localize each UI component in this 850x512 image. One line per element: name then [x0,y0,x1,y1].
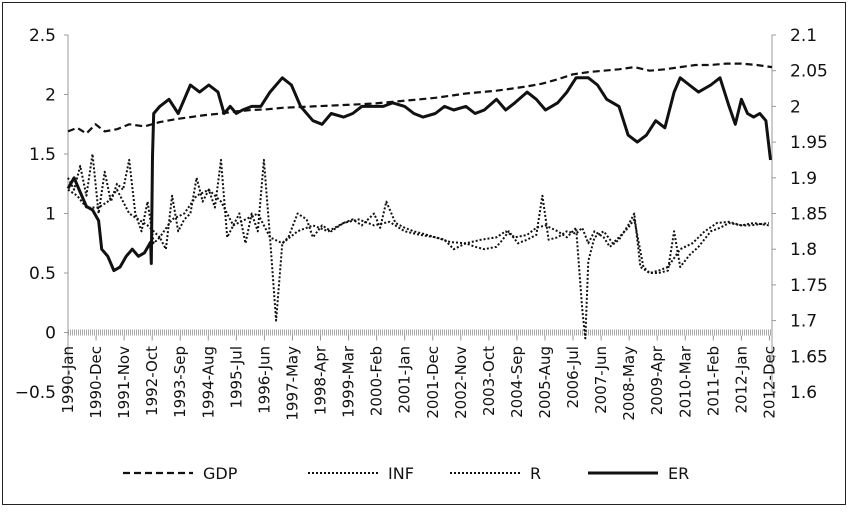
x-tick-label: 1998-Apr [312,345,330,415]
right-tick-label: 1.75 [790,276,828,296]
legend-label-r: R [530,464,541,483]
x-tick-label: 1991-Nov [115,346,133,419]
x-tick-label: 1993-Sep [171,346,189,418]
x-tick-label: 2001-Dec [424,346,442,419]
series-group [66,62,773,340]
x-tick-label: 2004-Sep [508,346,526,418]
right-axis-ticks: 1.6 1.65 1.7 1.75 1.8 1.85 1.9 1.95 2 2.05 2.1 [772,26,828,403]
chart-frame: −0.5 0 0.5 1 1.5 2 2.5 1.6 1.65 1.7 1.75 1.8 1.85 1.… [2,2,846,505]
legend-label-er: ER [668,464,689,483]
legend-label-gdp: GDP [203,464,238,483]
x-tick-label: 2010-Mar [676,345,694,418]
axes-group [67,35,773,392]
right-tick-label: 1.85 [790,205,828,225]
x-tick-label: 2006-Jul [564,346,582,409]
legend-label-inf: INF [388,464,414,483]
series-line-r [67,188,770,340]
x-tick-label: 1999-Mar [340,345,358,418]
right-tick-label: 1.8 [790,240,817,260]
x-axis-ticks: 1990-Jan 1990-Dec 1991-Nov 1992-Oct 1993-Sep… [59,335,778,421]
right-tick-label: 1.95 [790,133,828,153]
left-tick-label: 1 [45,205,56,225]
left-tick-label: 2 [45,86,56,106]
x-tick-label: 2002-Nov [452,346,470,419]
left-tick-label: 2.5 [29,26,56,46]
right-tick-label: 1.7 [790,312,817,332]
right-tick-label: 1.65 [790,347,828,367]
x-tick-label: 2012-Jan [732,346,750,414]
x-tick-label: 1990-Dec [87,346,105,419]
left-tick-label: 0 [45,324,56,344]
right-tick-label: 2.1 [790,26,817,46]
x-tick-label: 2012-Dec [760,346,778,419]
x-tick-label: 2008-May [620,346,638,421]
x-tick-label: 1994-Aug [199,346,217,419]
series-line-er [66,76,772,273]
x-tick-label: 1997-May [283,346,301,421]
x-tick-label: 1992-Oct [143,346,161,416]
x-tick-label: 2005-Aug [536,346,554,419]
x-tick-label: 2001-Jan [396,346,414,414]
right-tick-label: 1.6 [790,383,817,403]
series-line-gdp [67,62,773,135]
series-line-inf [67,153,770,322]
right-tick-label: 2.05 [790,62,828,82]
x-tick-label: 1996-Jun [255,346,273,414]
x-tick-label: 2011-Feb [704,346,722,416]
left-tick-label: −0.5 [15,383,56,403]
x-tick-label: 1990-Jan [59,346,77,414]
right-tick-label: 2 [790,97,801,117]
x-tick-label: 2003-Oct [480,346,498,416]
x-tick-label: 1995-Jul [227,346,245,409]
right-tick-label: 1.9 [790,169,817,189]
dual-axis-line-chart: −0.500.511.522.5 1.61.651.71.751.81.851.… [15,26,828,483]
x-tick-label: 2009-Apr [648,345,666,415]
left-tick-label: 1.5 [29,145,56,165]
left-axis-ticks: −0.5 0 0.5 1 1.5 2 2.5 [15,26,68,403]
left-tick-label: 0.5 [29,264,56,284]
x-tick-label: 2000-Feb [368,346,386,416]
x-tick-label: 2007-Jun [592,346,610,414]
legend: GDP INF R ER [123,464,689,483]
